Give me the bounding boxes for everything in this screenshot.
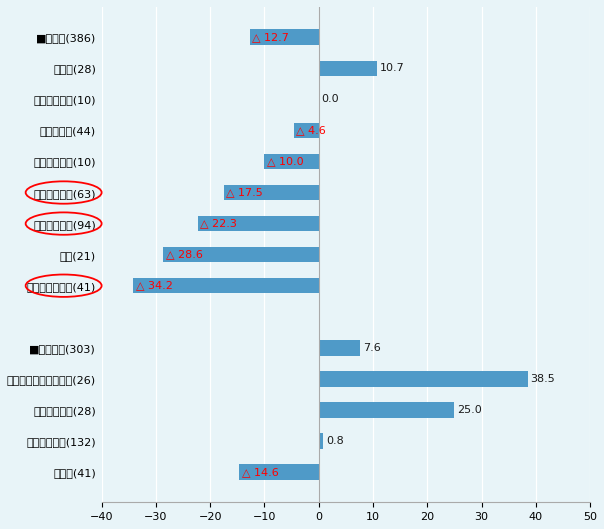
Text: △ 34.2: △ 34.2 (136, 281, 173, 291)
Bar (319, 340, 360, 355)
Text: △ 14.6: △ 14.6 (242, 467, 279, 477)
Bar (239, 464, 319, 480)
Bar (319, 60, 377, 76)
Text: 0.0: 0.0 (321, 94, 339, 104)
Text: 25.0: 25.0 (457, 405, 482, 415)
Text: 0.8: 0.8 (326, 436, 344, 446)
Bar (223, 185, 319, 200)
Bar (294, 123, 319, 138)
Text: △ 4.6: △ 4.6 (297, 125, 326, 135)
Text: 7.6: 7.6 (362, 343, 381, 353)
Text: △ 17.5: △ 17.5 (226, 187, 263, 197)
Bar (164, 247, 319, 262)
Bar (198, 216, 319, 231)
Text: △ 12.7: △ 12.7 (252, 32, 289, 42)
Text: 10.7: 10.7 (379, 63, 404, 74)
Bar (319, 371, 528, 387)
Bar (250, 30, 319, 45)
Bar (133, 278, 319, 294)
Text: 38.5: 38.5 (530, 374, 555, 384)
Text: △ 10.0: △ 10.0 (267, 157, 304, 167)
Bar (319, 402, 454, 418)
Text: △ 28.6: △ 28.6 (166, 250, 203, 260)
Text: △ 22.3: △ 22.3 (201, 218, 237, 229)
Bar (319, 433, 323, 449)
Bar (265, 154, 319, 169)
